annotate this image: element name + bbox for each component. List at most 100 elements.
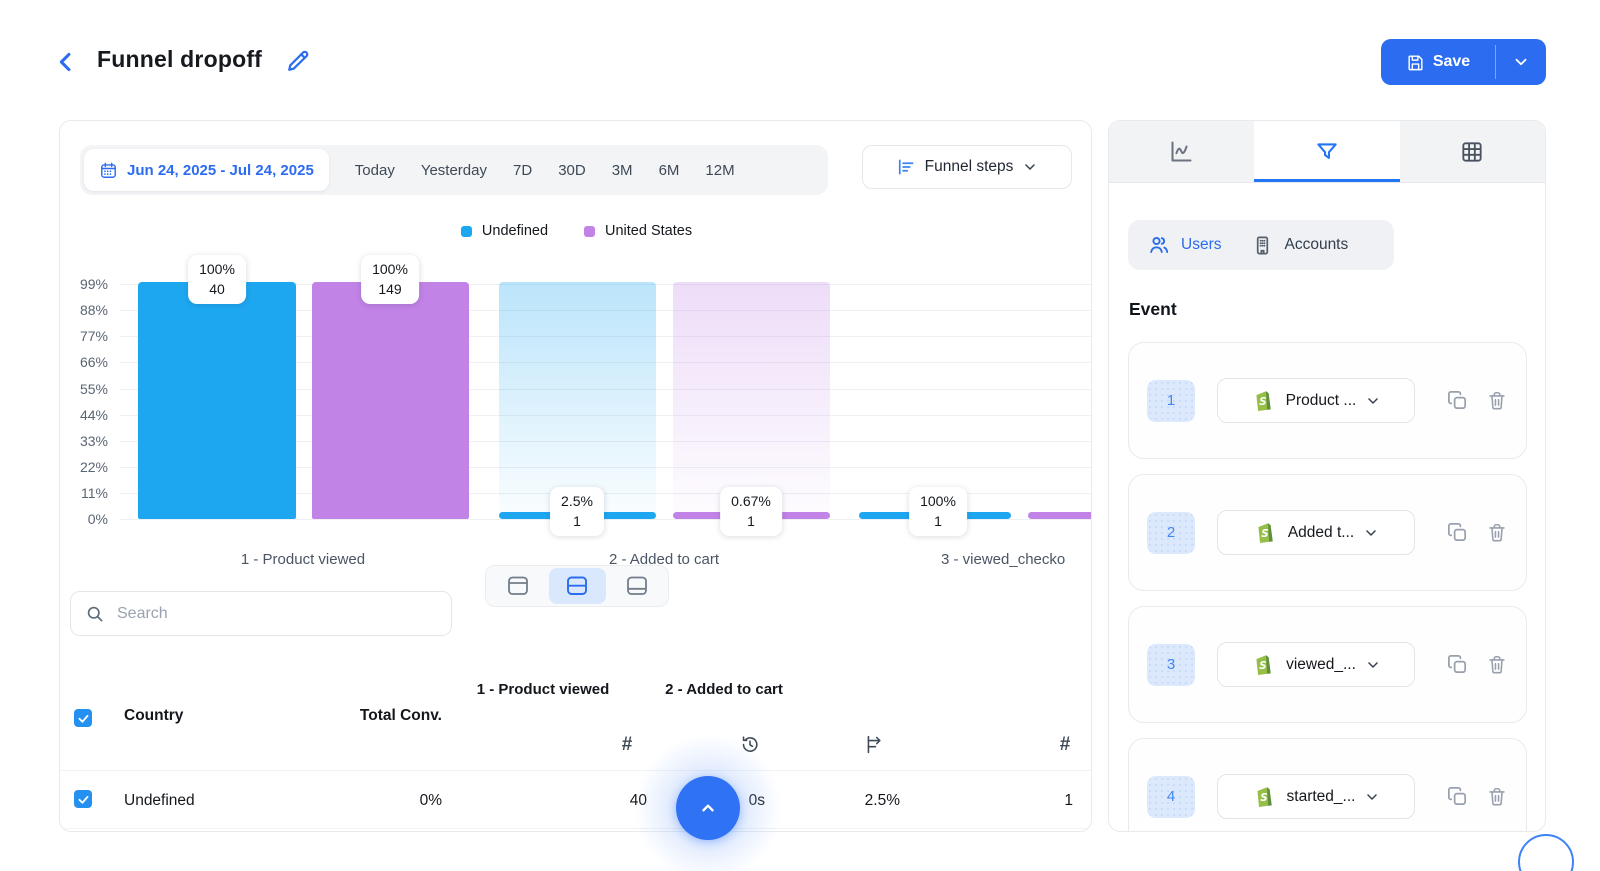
tab-filters[interactable] [1254, 121, 1400, 182]
row-checkbox-undefined[interactable] [74, 790, 92, 808]
event-select-2[interactable]: S Added t... [1217, 510, 1415, 555]
duplicate-event-button[interactable] [1446, 653, 1469, 676]
preset-7d[interactable]: 7D [513, 161, 533, 179]
date-toolbar: Jun 24, 2025 - Jul 24, 2025 Today Yester… [80, 145, 828, 195]
layout-toggle-group [485, 565, 669, 607]
column-header-total-conv[interactable]: Total Conv. [359, 707, 442, 724]
legend-item-united-states[interactable]: United States [584, 223, 692, 239]
bar-step1-undefined[interactable] [138, 282, 296, 519]
save-split-button: Save [1381, 39, 1546, 85]
entity-users-label: Users [1181, 236, 1222, 253]
duplicate-event-button[interactable] [1446, 521, 1469, 544]
search-input[interactable] [117, 604, 417, 623]
tooltip-count: 40 [209, 280, 225, 297]
chevron-up-icon [702, 804, 714, 812]
event-select-1[interactable]: S Product ... [1217, 378, 1415, 423]
gridline [120, 336, 1091, 337]
users-icon [1150, 236, 1169, 253]
bar-step3-united-states[interactable] [1028, 512, 1091, 519]
check-icon [78, 714, 88, 723]
trash-icon [1489, 391, 1505, 409]
tooltip-pct: 2.5% [561, 493, 593, 509]
copy-icon [1448, 523, 1467, 542]
delete-event-button[interactable] [1486, 654, 1508, 676]
delete-event-button[interactable] [1486, 522, 1508, 544]
tab-chart-settings[interactable] [1109, 121, 1255, 182]
layout-bottom-panel-button[interactable] [608, 568, 665, 604]
pencil-icon [288, 50, 309, 71]
chevron-down-icon [1366, 529, 1376, 536]
y-axis-tick: 44% [79, 407, 108, 423]
tooltip-count: 1 [573, 512, 581, 529]
row-step1-count: 40 [629, 792, 647, 809]
date-range-picker[interactable]: Jun 24, 2025 - Jul 24, 2025 [84, 149, 329, 191]
chevron-left-icon [59, 52, 71, 72]
save-button-label: Save [1432, 53, 1471, 70]
edit-title-button[interactable] [284, 47, 312, 75]
y-axis-tick: 22% [79, 459, 108, 475]
scroll-up-button[interactable] [676, 776, 740, 840]
copy-icon [1448, 787, 1467, 806]
column-header-country[interactable]: Country [124, 707, 184, 724]
column-header-count2-icon[interactable]: # [1059, 734, 1071, 755]
copy-icon [1448, 391, 1467, 410]
chart-legend: Undefined United States [60, 223, 1091, 239]
preset-6m[interactable]: 6M [658, 161, 680, 179]
gridline [120, 441, 1091, 442]
duplicate-event-button[interactable] [1446, 389, 1469, 412]
calendar-icon [101, 162, 116, 178]
save-options-button[interactable] [1496, 39, 1546, 85]
layout-split-button[interactable] [548, 568, 606, 604]
gridline [120, 519, 1091, 520]
tooltip-pct: 100% [372, 261, 408, 277]
event-select-4[interactable]: S started_... [1217, 774, 1415, 819]
tooltip-pct: 100% [199, 261, 235, 277]
gridline [120, 310, 1091, 311]
delete-event-button[interactable] [1486, 390, 1508, 412]
preset-today[interactable]: Today [354, 161, 395, 179]
delete-event-button[interactable] [1486, 786, 1508, 808]
table-group-header-step1: 1 - Product viewed [476, 681, 610, 698]
event-step-number: 4 [1147, 775, 1195, 818]
select-all-checkbox[interactable] [74, 709, 92, 727]
legend-swatch-blue [460, 225, 472, 237]
column-header-count-icon[interactable]: # [621, 734, 633, 755]
event-step-card-3: 3 S viewed_... [1128, 606, 1527, 723]
entity-users-button[interactable]: Users [1147, 233, 1221, 257]
save-button[interactable]: Save [1381, 39, 1495, 85]
row-total-conv: 0% [419, 792, 442, 809]
preset-30d[interactable]: 30D [558, 161, 586, 179]
column-header-time-icon[interactable] [740, 734, 761, 760]
shopify-icon: S [1258, 522, 1273, 543]
column-header-conversion-icon[interactable] [865, 734, 886, 760]
back-button[interactable] [52, 48, 80, 76]
legend-item-undefined[interactable]: Undefined [460, 223, 548, 239]
gridline [120, 389, 1091, 390]
svg-text:S: S [1259, 659, 1266, 671]
y-axis-tick: 99% [79, 276, 108, 292]
funnel-steps-dropdown[interactable]: Funnel steps [862, 145, 1072, 189]
preset-3m[interactable]: 3M [611, 161, 633, 179]
table-row-divider [60, 828, 1091, 829]
layout-top-panel-button[interactable] [489, 568, 546, 604]
bar-step1-united-states[interactable] [312, 282, 469, 519]
event-step-card-4: 4 S started_... [1128, 738, 1527, 831]
tab-breakdown-grid[interactable] [1399, 121, 1545, 182]
svg-text:S: S [1260, 791, 1267, 803]
page-title: Funnel dropoff [97, 46, 263, 72]
event-step-number: 3 [1147, 643, 1195, 686]
dropoff-step2-united-states [673, 282, 830, 519]
entity-accounts-button[interactable]: Accounts [1251, 234, 1348, 257]
duplicate-event-button[interactable] [1446, 785, 1469, 808]
dropoff-step2-undefined [499, 282, 656, 519]
row-country[interactable]: Undefined [124, 792, 195, 809]
preset-yesterday[interactable]: Yesterday [420, 161, 487, 179]
save-icon [1408, 54, 1423, 70]
config-side-panel: Users Accounts Event 1 S Product ... 2 [1108, 120, 1546, 832]
event-select-3[interactable]: S viewed_... [1217, 642, 1415, 687]
help-button[interactable] [1518, 834, 1574, 871]
event-select-label: Product ... [1285, 391, 1357, 409]
preset-12m[interactable]: 12M [705, 161, 735, 179]
chevron-down-icon [1515, 58, 1527, 66]
